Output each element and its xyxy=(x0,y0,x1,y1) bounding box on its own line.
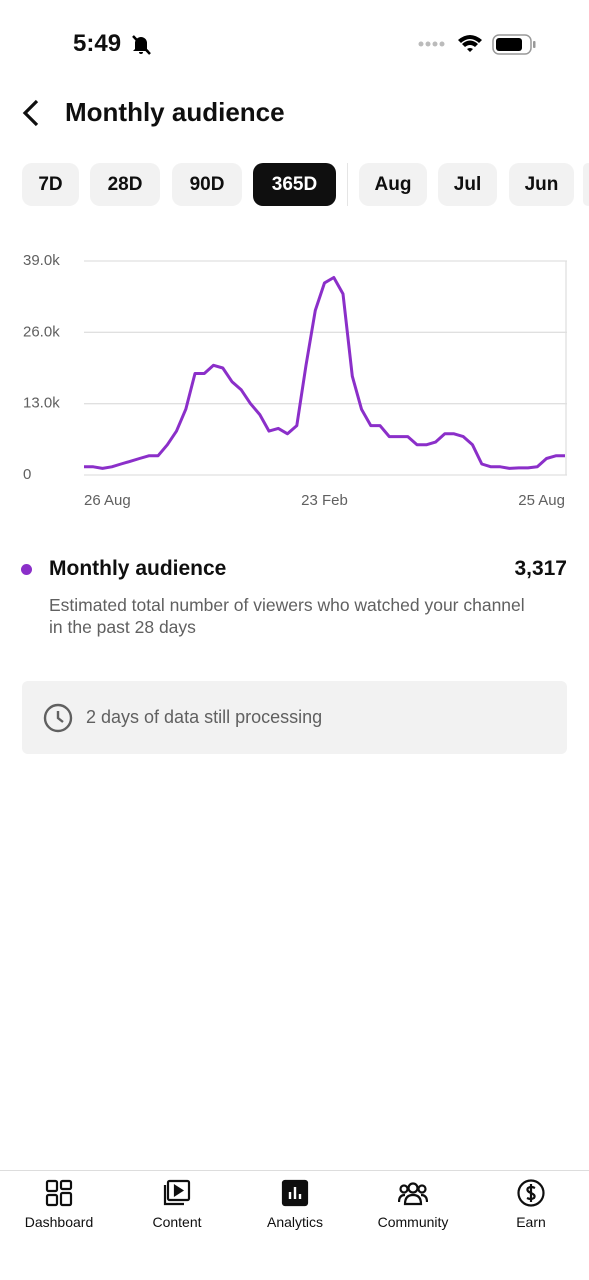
summary-description: Estimated total number of viewers who wa… xyxy=(49,595,525,637)
tab[interactable]: Jul xyxy=(438,163,497,206)
tab-overflow xyxy=(583,163,589,206)
nav-divider xyxy=(0,1170,589,1171)
nav-item[interactable]: Earn xyxy=(472,1178,589,1230)
tab[interactable]: Jun xyxy=(509,163,574,206)
nav-label: Dashboard xyxy=(24,1214,94,1230)
status-time: 5:49 xyxy=(73,30,122,57)
tab[interactable]: Aug xyxy=(359,163,427,206)
nav-icon xyxy=(398,1182,428,1206)
x-tick-label: 26 Aug xyxy=(84,492,131,509)
notice-text: 2 days of data still processing xyxy=(86,707,323,727)
y-tick-label: 13.0k xyxy=(23,395,60,412)
nav-item[interactable]: Dashboard xyxy=(0,1178,118,1230)
nav-icon xyxy=(45,1179,73,1207)
page-title: Monthly audience xyxy=(65,97,285,127)
nav-label: Earn xyxy=(516,1214,546,1230)
tab-divider xyxy=(347,163,348,206)
notice-box: 2 days of data still processing xyxy=(22,681,567,754)
chart: 0 13.0k 26.0k 39.0k 26 Aug 23 Feb 25 Aug xyxy=(23,252,567,509)
nav-label: Analytics xyxy=(266,1214,324,1230)
back-button[interactable] xyxy=(20,98,44,128)
nav-item[interactable]: Content xyxy=(118,1178,236,1230)
mute-icon xyxy=(132,35,151,55)
y-tick-label: 26.0k xyxy=(23,323,60,340)
tab[interactable]: 7D xyxy=(22,163,79,206)
nav-icon xyxy=(163,1179,191,1206)
clock-icon xyxy=(43,703,73,733)
nav-label: Community xyxy=(377,1214,449,1230)
nav-label: Content xyxy=(152,1214,202,1230)
tab[interactable]: 365D xyxy=(253,163,336,206)
tab[interactable]: 90D xyxy=(172,163,242,206)
data-line xyxy=(84,276,565,470)
tab[interactable]: 28D xyxy=(90,163,160,206)
y-tick-label: 0 xyxy=(23,466,31,483)
nav-icon xyxy=(517,1179,545,1207)
y-tick-label: 39.0k xyxy=(23,252,60,269)
nav-item[interactable]: Community xyxy=(354,1178,472,1230)
x-tick-label: 25 Aug xyxy=(518,492,565,509)
summary-value: 3,317 xyxy=(514,557,567,580)
nav-item[interactable]: Analytics xyxy=(236,1178,354,1230)
x-tick-label: 23 Feb xyxy=(301,492,348,509)
nav-icon xyxy=(281,1179,309,1207)
legend-dot xyxy=(21,564,32,575)
status-icons xyxy=(418,34,536,55)
legend-label: Monthly audience xyxy=(49,557,227,580)
